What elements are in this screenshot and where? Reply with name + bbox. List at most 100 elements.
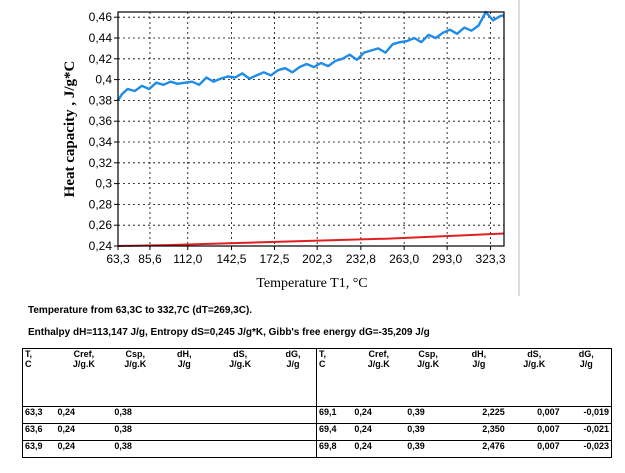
column-header-line: J/g.K [229,359,252,369]
column-header-line: J/g [177,359,191,369]
table-cell: 0,007 [537,424,560,434]
table-cell: 0,24 [354,441,372,451]
table-cell [158,441,210,458]
column-header: dS, J/g.K [210,349,270,407]
table-row: 63,6 0,24 0,38 [22,423,316,441]
column-header-line: C [25,359,32,369]
table-cell [210,407,270,424]
column-header: Csp, J/g.K [112,349,158,407]
table-cell: 0,38 [114,424,132,434]
table-cell [270,424,316,441]
y-tick-label: 0,38 [89,93,113,107]
table-cell: 0,007 [537,407,560,417]
table-cell: 69,1 [319,407,337,417]
table-cell [210,424,270,441]
column-header: dH, J/g [451,349,507,407]
column-header-line: C [319,359,326,369]
x-tick-label: 172,5 [259,252,289,266]
table-cell [210,441,270,458]
column-header-line: T, [25,349,33,359]
series-line-1 [116,10,505,102]
temperature-range-summary: Temperature from 63,3C to 332,7C (dT=269… [28,305,253,316]
y-axis-label: Heat capacity , J/g*C [62,61,78,198]
x-axis-label: Temperature T1, °C [256,276,367,291]
y-tick-label: 0,46 [89,10,113,24]
table-cell: 2,225 [482,407,505,417]
column-header-line: dH, [471,349,487,359]
table-cell: 0,24 [354,424,372,434]
plot-frame [117,11,505,247]
y-tick-label: 0,26 [89,218,113,232]
table-cell: 2,476 [482,441,505,451]
table-cell [158,407,210,424]
x-tick-labels: 63,3 85,6 112,0 142,5 172,5 202,3 232,8 263,0 29… [106,246,506,266]
y-tick-label: 0,34 [89,135,113,149]
table-cell: -0,019 [583,407,609,417]
column-header: Csp, J/g.K [405,349,451,407]
column-header-line: Csp, [418,349,438,359]
column-header: Cref, J/g.K [352,349,405,407]
column-header-line: J/g.K [523,359,546,369]
results-table-right: T, C Cref, J/g.K Csp, J/g.K dH, J/g dS, J/g.K dG, J… [316,348,612,458]
x-tick-label: 112,0 [173,252,202,266]
table-cell: 0,38 [114,407,132,417]
grid-lines [118,12,504,247]
table-cell: 0,39 [407,407,425,417]
column-header-line: J/g.K [124,359,147,369]
results-table-left: T, C Cref, J/g.K Csp, J/g.K dH, J/g dS, J/g.K dG, J… [22,348,316,458]
table-cell: 0,38 [114,441,132,451]
x-tick-label: 202,3 [302,252,332,266]
table-cell: 63,9 [25,441,43,451]
table-cell: 2,350 [482,424,505,434]
table-cell: 69,4 [319,424,337,434]
table-cell: -0,023 [583,441,609,451]
table-cell: 0,39 [407,424,425,434]
column-header-line: T, [319,349,327,359]
x-tick-label: 142,5 [216,252,246,266]
y-tick-label: 0,4 [95,73,112,87]
column-header-line: J/g.K [72,359,95,369]
column-header: Cref, J/g.K [55,349,112,407]
column-header: T, C [23,349,56,407]
series-group [116,10,505,247]
column-header-line: dG, [578,349,594,359]
table-cell: 69,8 [319,441,337,451]
x-tick-label: 85,6 [138,252,162,266]
y-tick-label: 0,24 [89,239,113,253]
x-tick-label: 263,0 [389,252,419,266]
table-row: 63,9 0,24 0,38 [22,440,316,458]
column-header: T, C [317,349,353,407]
column-header: dH, J/g [158,349,210,407]
x-tick-label: 323,3 [476,252,506,266]
series-line-2 [117,232,505,247]
y-tick-labels: 0,24 0,26 0,28 0,3 0,32 0,34 0,36 0,38 0,4 0,42 0,… [89,10,118,253]
thermodynamics-summary: Enthalpy dH=113,147 J/g, Entropy dS=0,24… [28,327,430,338]
y-tick-label: 0,42 [89,52,113,66]
y-tick-label: 0,44 [89,31,113,45]
table-cell: -0,021 [583,424,609,434]
y-tick-label: 0,28 [89,197,113,211]
table-cell: 0,24 [57,424,75,434]
column-header-line: Cref, [73,349,95,359]
y-tick-label: 0,32 [89,156,113,170]
table-row: 69,1 0,24 0,39 2,225 0,007 -0,019 [316,406,612,424]
column-header-line: J/g [472,359,486,369]
table-cell: 0,007 [537,441,560,451]
table-cell [270,407,316,424]
column-header-line: J/g.K [417,359,440,369]
x-tick-label: 232,8 [346,252,376,266]
table-header-row: T, C Cref, J/g.K Csp, J/g.K dH, J/g dS, J/g.K dG, J… [317,349,612,407]
x-tick-label: 293,0 [432,252,462,266]
table-row: 63,3 0,24 0,38 [22,406,316,424]
table-cell: 0,39 [407,441,425,451]
column-header-line: dH, [176,349,192,359]
heat-capacity-chart: 0,24 0,26 0,28 0,3 0,32 0,34 0,36 0,38 0,4 0,42 0,… [62,0,520,296]
column-header-line: J/g [286,359,300,369]
y-tick-label: 0,36 [89,114,113,128]
column-header: dS, J/g.K [507,349,562,407]
table-cell: 0,24 [57,441,75,451]
table-cell [270,441,316,458]
column-header-line: dS, [527,349,542,359]
table-cell: 63,6 [25,424,43,434]
column-header-line: dS, [233,349,248,359]
